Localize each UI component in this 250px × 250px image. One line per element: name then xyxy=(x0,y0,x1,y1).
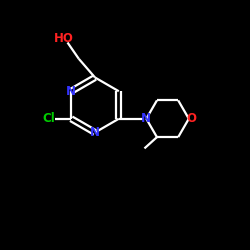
Text: HO: HO xyxy=(54,32,74,45)
Text: N: N xyxy=(141,112,151,125)
Text: N: N xyxy=(90,126,100,139)
Text: O: O xyxy=(186,112,196,125)
Text: N: N xyxy=(66,85,76,98)
Text: Cl: Cl xyxy=(42,112,55,125)
